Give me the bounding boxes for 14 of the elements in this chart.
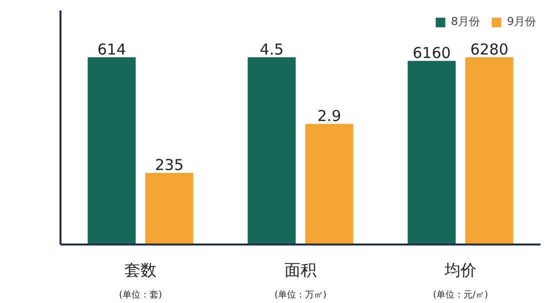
- data-label: 235: [154, 156, 184, 174]
- data-label: 6160: [412, 44, 451, 62]
- legend-label: 9月份: [507, 14, 536, 29]
- text: (单位：套): [118, 290, 162, 300]
- data-label: 2.9: [317, 106, 342, 125]
- x-tick-label: 套数: [124, 260, 156, 280]
- text: (单位：万㎡): [274, 290, 327, 300]
- data-label: 614: [97, 40, 126, 58]
- legend-label: 8月份: [451, 14, 480, 29]
- data-label: 6280: [470, 40, 508, 58]
- text: (单位：元/㎡): [432, 290, 488, 300]
- data-label: 4.5: [260, 40, 284, 58]
- x-tick-label: 均价: [444, 260, 476, 280]
- x-tick-label: 面积: [284, 260, 316, 280]
